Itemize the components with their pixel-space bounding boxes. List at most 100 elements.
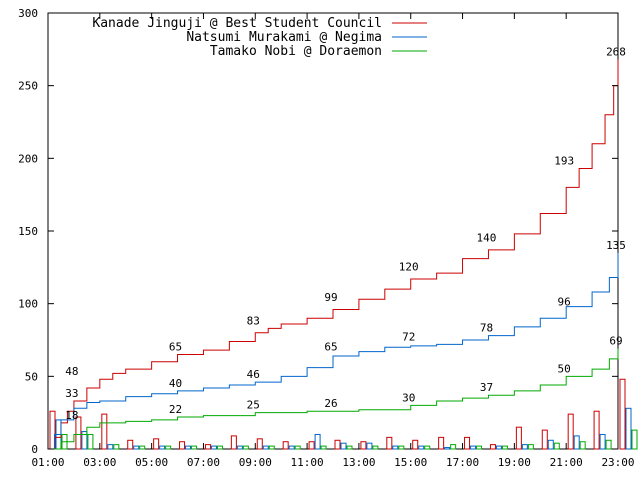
series-line [48,348,619,450]
hourly-bar [101,413,108,450]
hourly-bar [75,416,82,450]
x-tick-label: 09:00 [239,456,272,469]
hourly-bar [567,413,574,450]
hourly-bar [424,445,431,450]
data-labels-layer: 48 65 83 99 120 140 193 268 33 40 46 65 72 78 96 135 18 2… [65,46,626,422]
hourly-bar [256,438,263,450]
data-label: 37 [480,381,493,394]
hourly-bar [159,445,166,450]
hourly-bar [133,445,140,450]
hourly-bar [242,445,249,450]
series-line [48,59,619,450]
series-line [48,252,619,450]
data-label: 268 [606,46,626,59]
hourly-bar [599,433,606,450]
hourly-bar [185,445,192,450]
y-tick-label: 250 [18,80,38,93]
hourly-bar [386,436,393,450]
data-label: 22 [169,403,182,416]
data-label: 120 [399,261,419,274]
hourly-bar [320,445,327,450]
x-tick-label: 01:00 [31,456,64,469]
hourly-bar [366,442,373,450]
hourly-bar [418,445,425,450]
hourly-bar [489,444,496,450]
hourly-bar [139,445,146,450]
hourly-bar [268,445,275,450]
data-label: 40 [169,377,182,390]
y-tick-label: 0 [31,443,38,456]
x-tick-label: 15:00 [394,456,427,469]
hourly-bar [470,445,477,450]
data-label: 48 [65,365,78,378]
y-tick-label: 300 [18,7,38,20]
x-tick-label: 19:00 [498,456,531,469]
hourly-bar [179,441,186,450]
hourly-bar [153,438,160,450]
hourly-bar [262,445,269,450]
hourly-bar [547,439,554,450]
data-label: 30 [402,391,415,404]
data-label: 83 [247,314,260,327]
data-label: 26 [324,397,337,410]
hourly-bar [398,445,405,450]
hourly-bar [107,444,114,450]
y-tick-label: 150 [18,225,38,238]
hourly-bar [392,445,399,450]
hourly-bar [191,445,198,450]
hourly-bar [282,441,289,450]
hourly-bar [216,445,223,450]
legend-entry-label: Natsumi Murakami @ Negima [186,30,382,45]
hourly-bar [288,445,295,450]
hourly-bar [236,445,243,450]
hourly-bar [308,441,315,450]
data-label: 193 [554,155,574,168]
legend: Kanade Jinguji @ Best Student CouncilNat… [92,16,427,59]
data-label: 46 [247,368,260,381]
data-label: 18 [65,409,78,422]
hourly-bar [521,444,528,450]
hourly-bar [631,429,638,450]
data-label: 96 [558,295,571,308]
bars-layer [49,378,638,450]
hourly-bar [553,442,560,450]
hourly-bar [464,436,471,450]
x-tick-label: 23:00 [601,456,634,469]
data-label: 72 [402,330,415,343]
x-tick-label: 13:00 [342,456,375,469]
axis-layer: 0 50 100 150 200 250 300 01:00 03:00 05:00 07:00 09… [18,7,634,469]
hourly-bar [81,431,88,450]
series-layer [48,59,619,450]
data-label: 25 [247,399,260,412]
hourly-bar [605,439,612,450]
hourly-bar [294,445,301,450]
hourly-bar [579,441,586,450]
data-label: 65 [169,341,182,354]
x-tick-label: 17:00 [446,456,479,469]
data-label: 65 [324,341,337,354]
y-tick-label: 100 [18,298,38,311]
x-tick-label: 03:00 [83,456,116,469]
data-label: 33 [65,387,78,400]
x-tick-label: 07:00 [187,456,220,469]
hourly-bar [230,435,237,450]
hourly-bar [625,407,632,450]
hourly-bar [619,378,626,450]
legend-entry-label: Kanade Jinguji @ Best Student Council [92,16,382,31]
legend-entry-label: Tamako Nobi @ Doraemon [210,44,382,59]
hourly-bar [340,442,347,450]
hourly-bar [314,433,321,450]
hourly-bar [360,441,367,450]
hourly-bar [412,439,419,450]
hourly-bar [204,444,211,450]
hourly-bar [165,445,172,450]
hourly-bar [87,433,94,450]
data-label: 140 [477,232,497,245]
hourly-bar [450,444,457,450]
hourly-bar [372,445,379,450]
hourly-bar [210,445,217,450]
x-tick-label: 21:00 [550,456,583,469]
y-tick-label: 200 [18,152,38,165]
